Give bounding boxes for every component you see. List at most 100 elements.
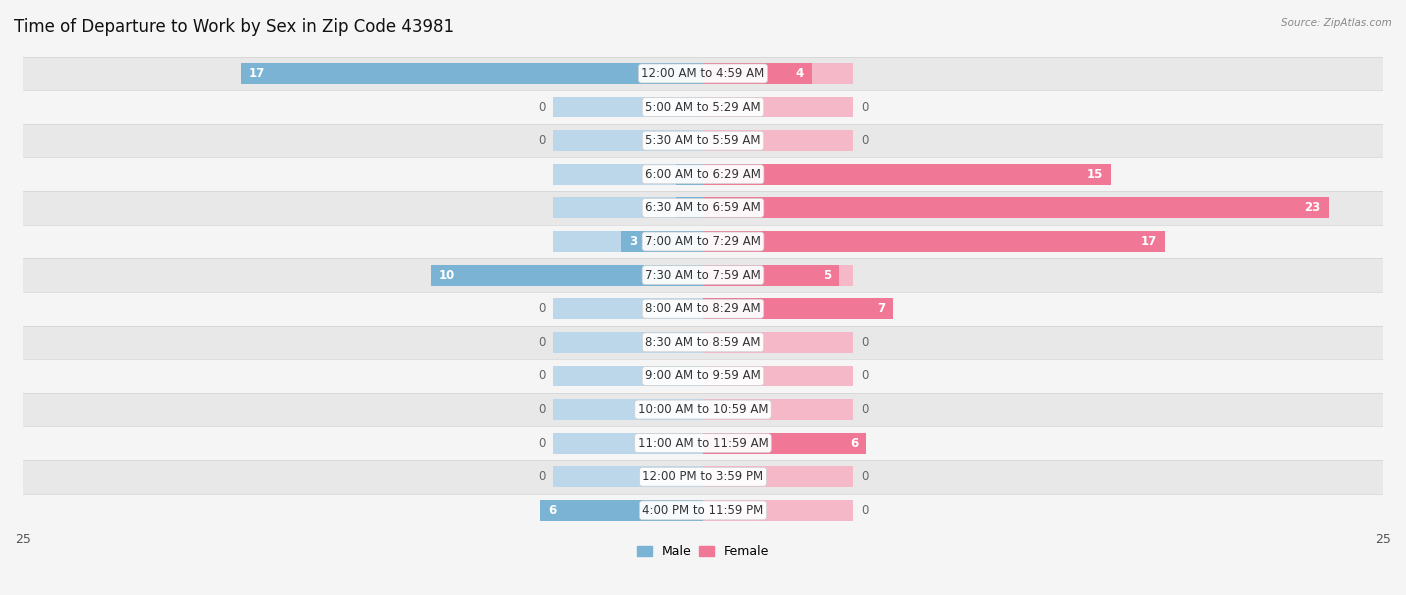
Text: 5:00 AM to 5:29 AM: 5:00 AM to 5:29 AM xyxy=(645,101,761,114)
Text: 1: 1 xyxy=(683,201,692,214)
Text: 0: 0 xyxy=(860,403,868,416)
Bar xyxy=(703,96,852,117)
Text: 0: 0 xyxy=(538,470,546,483)
Bar xyxy=(554,63,703,84)
Text: 0: 0 xyxy=(538,101,546,114)
Bar xyxy=(554,365,703,386)
Text: Time of Departure to Work by Sex in Zip Code 43981: Time of Departure to Work by Sex in Zip … xyxy=(14,18,454,36)
Bar xyxy=(22,57,1384,90)
Bar xyxy=(703,365,852,386)
Bar xyxy=(703,265,852,286)
Bar xyxy=(703,63,852,84)
Text: 8:00 AM to 8:29 AM: 8:00 AM to 8:29 AM xyxy=(645,302,761,315)
Bar xyxy=(703,332,852,353)
Bar xyxy=(703,198,1329,218)
Text: 0: 0 xyxy=(538,369,546,383)
Text: 5: 5 xyxy=(823,268,831,281)
Bar xyxy=(703,500,852,521)
Bar xyxy=(703,399,852,420)
Bar xyxy=(703,298,893,319)
Bar xyxy=(22,359,1384,393)
Text: 0: 0 xyxy=(538,336,546,349)
Text: 8:30 AM to 8:59 AM: 8:30 AM to 8:59 AM xyxy=(645,336,761,349)
Text: 11:00 AM to 11:59 AM: 11:00 AM to 11:59 AM xyxy=(638,437,768,450)
Text: 17: 17 xyxy=(1142,235,1157,248)
Bar xyxy=(554,231,703,252)
Text: 0: 0 xyxy=(860,336,868,349)
Bar xyxy=(703,198,852,218)
Text: 10: 10 xyxy=(439,268,456,281)
Text: 7: 7 xyxy=(877,302,886,315)
Bar xyxy=(22,191,1384,225)
Bar xyxy=(703,164,1111,184)
Bar xyxy=(703,231,852,252)
Bar xyxy=(554,500,703,521)
Bar xyxy=(554,466,703,487)
Text: 9:00 AM to 9:59 AM: 9:00 AM to 9:59 AM xyxy=(645,369,761,383)
Text: 6: 6 xyxy=(849,437,858,450)
Text: 5:30 AM to 5:59 AM: 5:30 AM to 5:59 AM xyxy=(645,134,761,147)
Bar xyxy=(22,124,1384,158)
Text: 1: 1 xyxy=(683,168,692,181)
Text: 10:00 AM to 10:59 AM: 10:00 AM to 10:59 AM xyxy=(638,403,768,416)
Text: 6: 6 xyxy=(548,504,557,517)
Text: 0: 0 xyxy=(538,403,546,416)
Bar xyxy=(703,433,866,453)
Bar xyxy=(676,198,703,218)
Bar xyxy=(554,130,703,151)
Text: 4:00 PM to 11:59 PM: 4:00 PM to 11:59 PM xyxy=(643,504,763,517)
Bar xyxy=(703,130,852,151)
Text: 0: 0 xyxy=(860,470,868,483)
Bar xyxy=(554,164,703,184)
Text: 0: 0 xyxy=(860,134,868,147)
Bar xyxy=(703,265,839,286)
Bar xyxy=(22,393,1384,427)
Text: 0: 0 xyxy=(860,504,868,517)
Text: 0: 0 xyxy=(860,369,868,383)
Bar xyxy=(621,231,703,252)
Bar xyxy=(540,500,703,521)
Bar xyxy=(703,231,1166,252)
Bar xyxy=(240,63,703,84)
Bar xyxy=(432,265,703,286)
Bar xyxy=(22,225,1384,258)
Bar xyxy=(22,460,1384,494)
Text: 0: 0 xyxy=(538,134,546,147)
Bar xyxy=(22,292,1384,325)
Text: 0: 0 xyxy=(538,302,546,315)
Text: 6:00 AM to 6:29 AM: 6:00 AM to 6:29 AM xyxy=(645,168,761,181)
Bar xyxy=(703,466,852,487)
Bar xyxy=(703,63,811,84)
Bar xyxy=(22,494,1384,527)
Bar xyxy=(554,332,703,353)
Text: 15: 15 xyxy=(1087,168,1102,181)
Text: 0: 0 xyxy=(860,101,868,114)
Bar xyxy=(554,399,703,420)
Legend: Male, Female: Male, Female xyxy=(631,540,775,563)
Bar xyxy=(22,90,1384,124)
Bar xyxy=(676,164,703,184)
Text: 0: 0 xyxy=(538,437,546,450)
Bar xyxy=(703,433,852,453)
Text: 6:30 AM to 6:59 AM: 6:30 AM to 6:59 AM xyxy=(645,201,761,214)
Bar xyxy=(554,96,703,117)
Bar xyxy=(703,164,852,184)
Bar xyxy=(703,298,852,319)
Text: 7:00 AM to 7:29 AM: 7:00 AM to 7:29 AM xyxy=(645,235,761,248)
Text: 4: 4 xyxy=(796,67,804,80)
Text: 3: 3 xyxy=(630,235,638,248)
Bar xyxy=(554,265,703,286)
Bar xyxy=(22,258,1384,292)
Text: Source: ZipAtlas.com: Source: ZipAtlas.com xyxy=(1281,18,1392,28)
Text: 12:00 AM to 4:59 AM: 12:00 AM to 4:59 AM xyxy=(641,67,765,80)
Bar xyxy=(554,198,703,218)
Bar xyxy=(22,158,1384,191)
Text: 23: 23 xyxy=(1305,201,1320,214)
Text: 12:00 PM to 3:59 PM: 12:00 PM to 3:59 PM xyxy=(643,470,763,483)
Bar xyxy=(554,433,703,453)
Text: 7:30 AM to 7:59 AM: 7:30 AM to 7:59 AM xyxy=(645,268,761,281)
Text: 17: 17 xyxy=(249,67,264,80)
Bar xyxy=(554,298,703,319)
Bar xyxy=(22,427,1384,460)
Bar xyxy=(22,325,1384,359)
